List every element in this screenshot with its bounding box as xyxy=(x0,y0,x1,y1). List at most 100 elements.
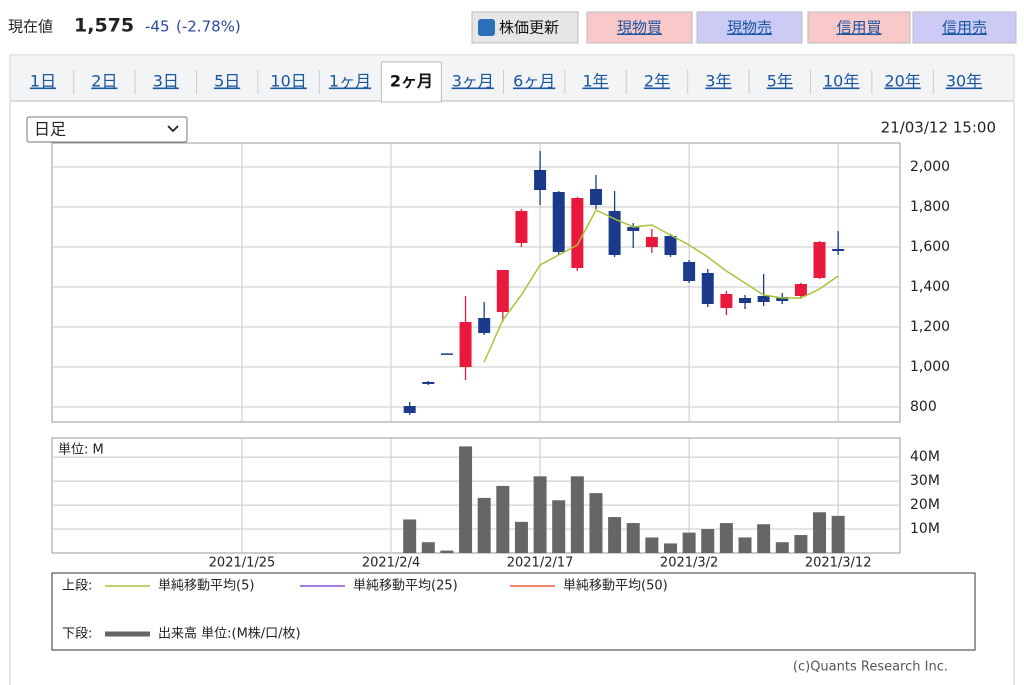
volume-bar xyxy=(440,550,454,553)
legend-entry: 単純移動平均(25) xyxy=(353,578,458,594)
y-tick-label: 20M xyxy=(910,497,940,513)
legend-entry: 出来高 単位:(M株/口/枚) xyxy=(158,626,301,642)
x-tick-label: 2021/2/4 xyxy=(362,556,420,571)
legend-entry: 単純移動平均(50) xyxy=(563,578,668,594)
x-tick-label: 2021/2/17 xyxy=(507,556,574,571)
candle-body xyxy=(757,296,770,302)
tab-bar xyxy=(11,56,1013,101)
y-tick-label: 2,000 xyxy=(910,159,950,175)
tab[interactable]: 2日 xyxy=(91,72,117,91)
select-arrow[interactable] xyxy=(167,125,179,133)
button[interactable] xyxy=(696,11,803,44)
candle-body xyxy=(422,382,435,384)
candle-body xyxy=(776,297,789,301)
x-tick-label: 2021/3/12 xyxy=(805,556,872,571)
y-tick-label: 800 xyxy=(910,399,937,415)
y-tick-label: 1,400 xyxy=(910,279,950,295)
tab-selected[interactable] xyxy=(380,61,442,103)
candle-body xyxy=(664,236,677,255)
tab[interactable]: 6ヶ月 xyxy=(513,72,555,91)
tab[interactable]: 2ヶ月 xyxy=(390,72,433,91)
volume-bar xyxy=(459,446,473,553)
volume-bar xyxy=(663,543,677,553)
candle-body xyxy=(720,294,733,308)
candle-body xyxy=(403,406,416,413)
legend-entry: 単純移動平均(5) xyxy=(158,578,254,594)
button[interactable] xyxy=(807,11,911,44)
candle-body xyxy=(440,353,453,355)
period-select[interactable] xyxy=(26,116,188,143)
button[interactable] xyxy=(912,11,1017,44)
tab[interactable]: 1ヶ月 xyxy=(329,72,371,91)
candle-body xyxy=(552,192,565,252)
y-tick-label: 10M xyxy=(910,521,940,537)
tab[interactable]: 30年 xyxy=(946,72,982,91)
candle-body xyxy=(832,249,845,251)
volume-bar xyxy=(552,500,566,553)
candle-body xyxy=(608,211,621,255)
price: 1,575 xyxy=(74,15,134,37)
candle-body xyxy=(701,273,714,304)
volume-bar xyxy=(701,529,715,553)
volume-bar xyxy=(608,517,622,553)
tab[interactable]: 1年 xyxy=(583,72,609,91)
tab[interactable]: 3年 xyxy=(705,72,731,91)
button-label[interactable]: 現物買 xyxy=(617,19,662,37)
candle-body xyxy=(515,211,528,243)
tab[interactable]: 5年 xyxy=(767,72,793,91)
volume-bar xyxy=(682,532,696,553)
y-tick-label: 30M xyxy=(910,473,940,489)
candle-body xyxy=(794,284,807,296)
volume-bar xyxy=(626,523,640,553)
volume-bar xyxy=(757,524,771,553)
volume-bar xyxy=(570,476,584,553)
x-tick-label: 2021/3/2 xyxy=(660,556,718,571)
button-label[interactable]: 現物売 xyxy=(727,19,772,37)
tab[interactable]: 5日 xyxy=(214,72,240,91)
volume-bar xyxy=(589,493,603,553)
volume-unit: 単位: M xyxy=(58,442,104,458)
timestamp: 21/03/12 15:00 xyxy=(881,119,996,137)
tab[interactable]: 20年 xyxy=(884,72,920,91)
legend-label: 下段: xyxy=(62,627,92,642)
price-change: -45 xyxy=(145,18,170,36)
candle-body xyxy=(739,298,752,303)
price-label: 現在値 xyxy=(8,18,53,36)
volume-bar xyxy=(794,535,808,553)
price-plot xyxy=(51,142,901,423)
legend-label: 上段: xyxy=(62,579,92,594)
tab[interactable]: 10年 xyxy=(823,72,859,91)
candle-body xyxy=(478,318,491,333)
volume-bar xyxy=(645,537,659,553)
period-select-text[interactable]: 日足 xyxy=(34,120,66,139)
button-label[interactable]: 信用売 xyxy=(942,19,987,37)
candle-body xyxy=(813,242,826,278)
tab[interactable]: 3ヶ月 xyxy=(452,72,494,91)
volume-bar xyxy=(775,542,789,553)
volume-bar xyxy=(477,497,491,553)
button-label[interactable]: 株価更新 xyxy=(499,19,559,37)
credit: (c)Quants Research Inc. xyxy=(793,660,948,675)
tab[interactable]: 3日 xyxy=(153,72,179,91)
tab[interactable]: 10日 xyxy=(270,72,306,91)
y-tick-label: 1,800 xyxy=(910,199,950,215)
candle-body xyxy=(627,227,640,231)
volume-bar xyxy=(738,537,752,553)
refresh-icon[interactable] xyxy=(478,19,495,36)
volume-bar xyxy=(813,512,827,553)
volume-bar xyxy=(719,523,733,553)
volume-bar xyxy=(533,476,547,553)
button-label[interactable]: 信用買 xyxy=(836,19,881,37)
y-tick-label: 40M xyxy=(910,449,940,465)
candle-body xyxy=(683,262,696,281)
tab[interactable]: 1日 xyxy=(30,72,56,91)
volume-bar xyxy=(496,485,510,553)
tab[interactable]: 2年 xyxy=(644,72,670,91)
y-tick-label: 1,600 xyxy=(910,239,950,255)
volume-plot xyxy=(51,437,901,554)
y-tick-label: 1,000 xyxy=(910,359,950,375)
price-change-percent: (-2.78%) xyxy=(176,18,241,36)
button[interactable] xyxy=(586,11,693,44)
moving-average-line xyxy=(483,209,839,363)
